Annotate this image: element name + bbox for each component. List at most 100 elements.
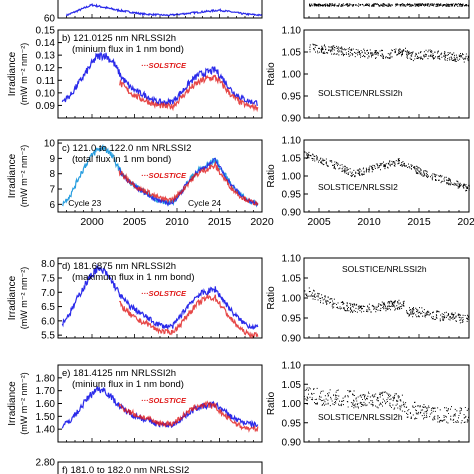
panel-c-ytick-label: 9 (49, 154, 55, 165)
panel-c-annotation-cycle23: Cycle 23 (68, 198, 101, 208)
panel-c-ratio-legend: SOLSTICE/NRLSSI2 (318, 182, 398, 192)
panel-d-yunits: (mW m⁻² nm⁻²) (19, 267, 29, 329)
panel-d-series-2 (119, 294, 259, 340)
panel-d-series-1 (61, 263, 259, 330)
panel-d-ratio-points (304, 287, 470, 324)
panel-c-xtick-label: 2000 (80, 216, 104, 228)
panel-a-ytick-label: 60 (44, 14, 56, 25)
panel-c-ratio-frame (303, 139, 470, 213)
panel-b-subtitle: (minium flux in 1 nm bond) (72, 44, 184, 55)
panel-a-ratio-points (309, 3, 470, 7)
panel-c-xtick-label: 2020 (250, 216, 274, 228)
panel-d-ytick-label: 6.5 (41, 302, 55, 313)
panel-b-ratio-ylabel: Ratio (266, 62, 277, 86)
panel-c-xtick-label: 2005 (123, 216, 147, 228)
panel-e-title: e) 181.4125 nm NRLSSI2h (62, 368, 176, 379)
panel-c-ytick-label: 6 (49, 200, 55, 211)
panel-e-ytick-label: 1.80 (36, 373, 56, 384)
panel-c-series-2 (118, 160, 259, 206)
panel-c-ratio-points (304, 151, 470, 192)
panel-b-ratio-ytick-label: 1.10 (282, 26, 302, 37)
panel-d-subtitle: (maximum flux in 1 nm bond) (72, 272, 194, 283)
panel-d-ytick-label: 7.0 (41, 288, 55, 299)
panel-b-ratio-ytick-label: 1.05 (282, 48, 302, 59)
panel-b-ratio-ytick-label: 1.00 (282, 70, 302, 81)
panel-c-ratio-ytick-label: 1.05 (282, 154, 302, 165)
panel-c-ratio-xtick-label: 2005 (307, 216, 331, 228)
panel-b-ratio-frame (303, 29, 470, 119)
panel-c-ylabel: Irradiance (7, 153, 18, 198)
panel-d-ylabel: Irradiance (7, 275, 18, 320)
panel-c-yunits: (mW m⁻² nm⁻²) (19, 145, 29, 207)
panel-e-ytick-label: 1.60 (36, 399, 56, 410)
panel-f-ytick-label: 2.80 (36, 458, 56, 469)
panel-c-ytick-label: 7 (49, 185, 55, 196)
panel-c-xtick-label: 2015 (208, 216, 232, 228)
panel-c-ratio-ylabel: Ratio (266, 164, 277, 188)
panel-c-xtick-label: 2010 (165, 216, 189, 228)
panel-c-subtitle: (total flux in 1 nm bond) (72, 154, 171, 165)
panel-c-ratio-xtick-label: 2015 (407, 216, 431, 228)
panel-c-ytick-label: 8 (49, 169, 55, 180)
panel-b-ytick-label: 0.12 (36, 63, 56, 74)
panel-e-ratio-ytick-label: 1.10 (282, 361, 302, 372)
panel-e-ytick-label: 1.50 (36, 412, 56, 423)
panel-d-ratio-ytick-label: 1.00 (282, 294, 302, 305)
panel-c-annotation-cycle24: Cycle 24 (188, 198, 221, 208)
panel-c-ratio-ytick-label: 1.00 (282, 172, 302, 183)
panel-e-subtitle: (minium flux in 1 nm bond) (72, 379, 184, 390)
panel-e-ylabel: Irradiance (7, 381, 18, 426)
panel-c-title: c) 121.0 to 122.0 nm NRLSSI2 (62, 143, 191, 154)
panel-c-ratio-ytick-label: 0.95 (282, 190, 302, 201)
panel-b-ytick-label: 0.14 (36, 38, 56, 49)
panel-f-frame (57, 461, 263, 474)
panel-b-series-2 (119, 74, 259, 113)
panel-b-solstice-legend: ···SOLSTICE (141, 61, 187, 70)
panel-c-ratio-xtick-label: 2010 (357, 216, 381, 228)
panel-c-ytick-label: 10 (44, 139, 56, 150)
panel-d-ratio-legend: SOLSTICE/NRLSSI2h (342, 264, 427, 274)
panel-d-ratio-ylabel: Ratio (266, 286, 277, 310)
panel-f-title: f) 181.0 to 182.0 nm NRLSSI2 (62, 465, 189, 474)
panel-e-yunits: (mW m⁻² nm⁻²) (19, 372, 29, 434)
panel-c-ratio-ytick-label: 0.90 (282, 208, 302, 219)
panel-e-solstice-legend: ···SOLSTICE (141, 396, 187, 405)
panel-e-ratio-ytick-label: 0.95 (282, 418, 302, 429)
panel-d-ytick-label: 7.5 (41, 274, 55, 285)
panel-b-series-1 (61, 51, 259, 107)
panel-d-ratio-ytick-label: 0.95 (282, 314, 302, 325)
panel-d-ytick-label: 6.0 (41, 316, 55, 327)
panel-a-ratio-frame (303, 0, 470, 19)
panel-a-series-1 (65, 3, 263, 17)
panel-e-ratio-ytick-label: 0.90 (282, 438, 302, 449)
panel-b-ylabel: Irradiance (7, 51, 18, 96)
panel-e-ratio-ytick-label: 1.00 (282, 399, 302, 410)
panel-c-ratio-xtick-label: 2020 (457, 216, 474, 228)
panel-d-solstice-legend: ···SOLSTICE (141, 289, 187, 298)
panel-c-solstice-legend: ···SOLSTICE (141, 171, 187, 180)
panel-b-ratio-points (309, 43, 470, 63)
panel-d-title: d) 181.6875 nm NRLSSI2h (62, 261, 176, 272)
panel-d-ratio-ytick-label: 1.10 (282, 254, 302, 265)
panel-b-ytick-label: 0.13 (36, 51, 56, 62)
panel-e-ratio-frame (303, 364, 470, 443)
panel-b-ratio-ytick-label: 0.90 (282, 114, 302, 125)
panel-b-yunits: (mW m⁻² nm⁻²) (19, 43, 29, 105)
panel-d-ratio-ytick-label: 0.90 (282, 334, 302, 345)
panel-b-title: b) 121.0125 nm NRLSSI2h (62, 33, 176, 44)
panel-e-ratio-ylabel: Ratio (266, 391, 277, 415)
panel-b-ytick-label: 0.09 (36, 101, 56, 112)
panel-b-ratio-ytick-label: 0.95 (282, 92, 302, 103)
panel-e-ytick-label: 1.40 (36, 425, 56, 436)
panel-e-ratio-ytick-label: 1.05 (282, 380, 302, 391)
panel-e-ytick-label: 1.70 (36, 386, 56, 397)
panel-d-ratio-ytick-label: 1.05 (282, 274, 302, 285)
panel-b-ytick-label: 0.10 (36, 88, 56, 99)
panel-b-ytick-label: 0.15 (36, 26, 56, 37)
panel-e-ratio-legend: SOLSTICE/NRLSSI2h (318, 412, 403, 422)
panel-e-series-2 (118, 400, 259, 433)
panel-e-ratio-points (304, 387, 470, 424)
panel-b-ratio-legend: SOLSTICE/NRLSSI2h (318, 88, 403, 98)
panel-b-ytick-label: 0.11 (36, 76, 55, 87)
